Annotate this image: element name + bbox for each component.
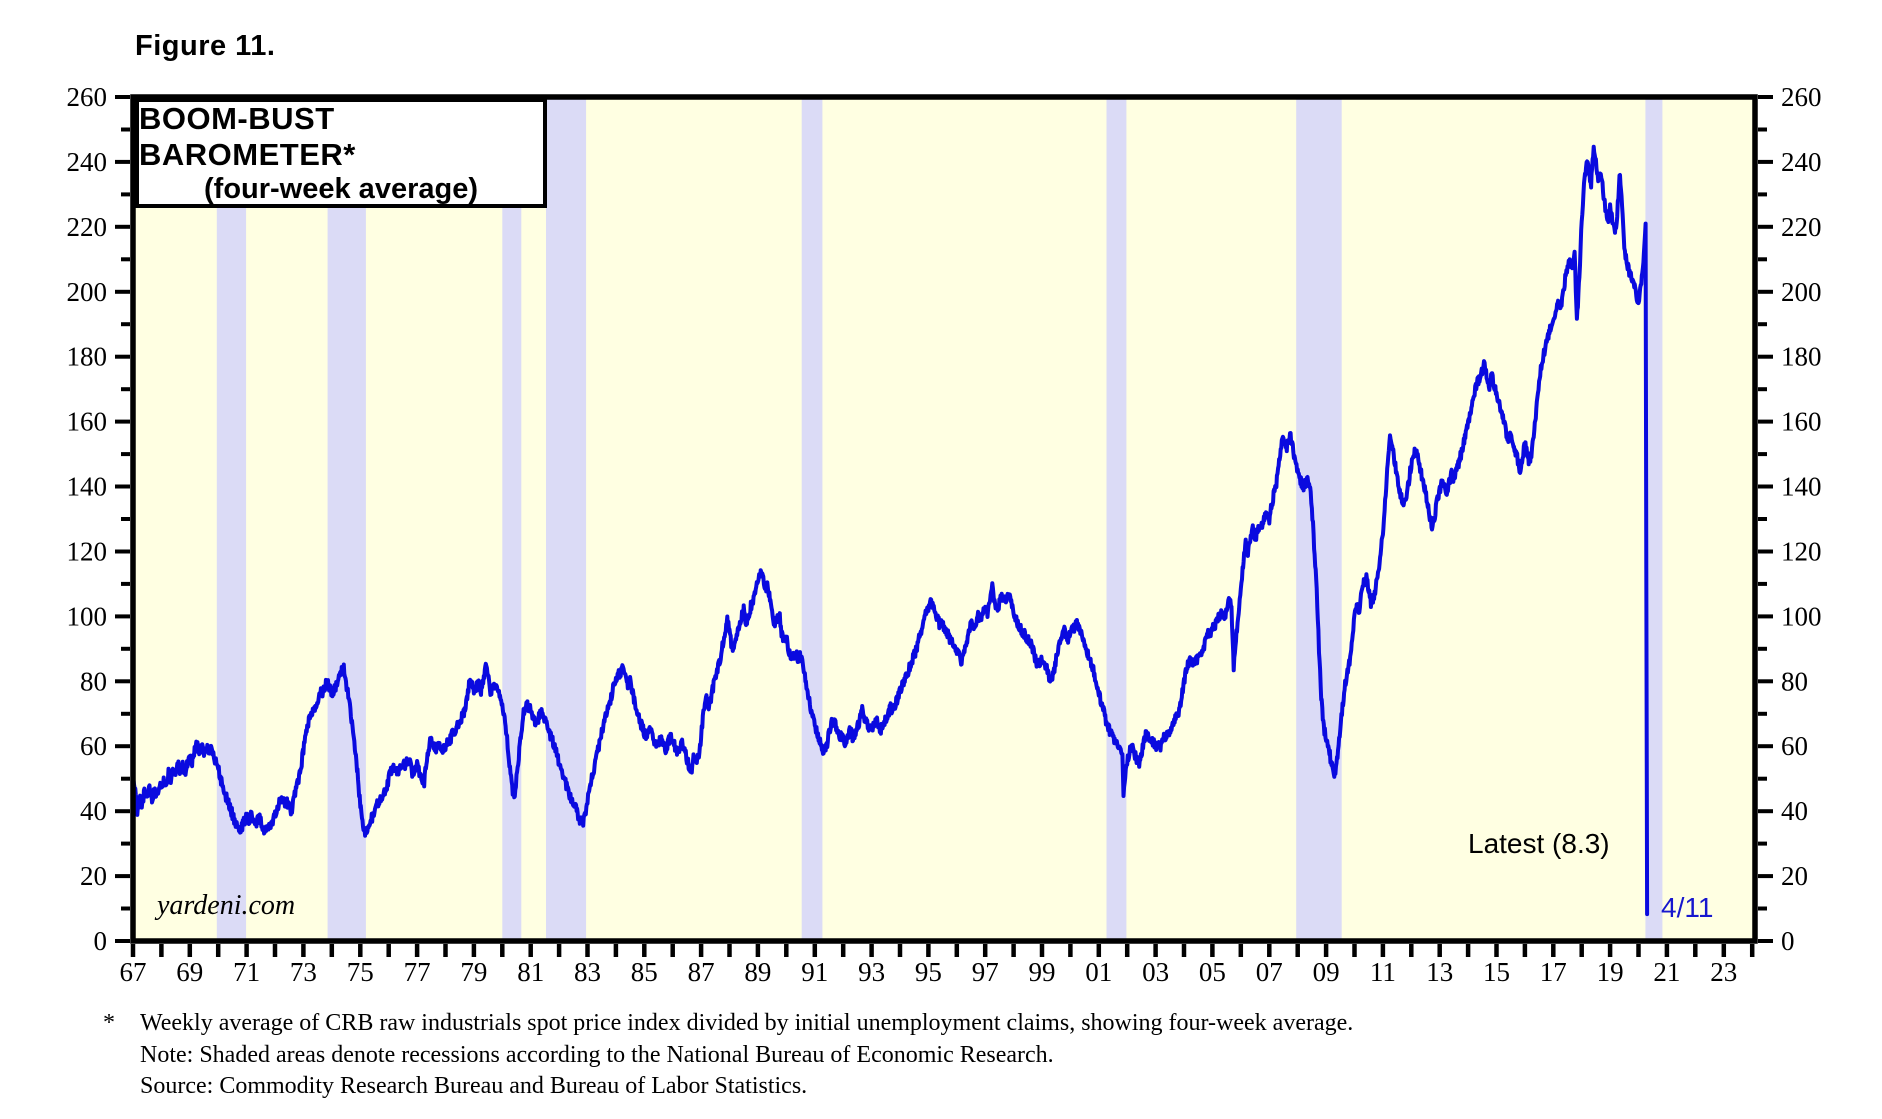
y-axis-tick-label-left: 260 bbox=[67, 82, 108, 112]
x-axis-tick-label: 09 bbox=[1313, 957, 1340, 987]
chart-title: BOOM-BUST BAROMETER* bbox=[139, 100, 356, 172]
x-axis-tick-label: 05 bbox=[1199, 957, 1226, 987]
x-axis-tick-label: 75 bbox=[347, 957, 374, 987]
footnote-line: Note: Shaded areas denote recessions acc… bbox=[103, 1040, 1353, 1072]
y-axis-tick-label-right: 0 bbox=[1781, 926, 1795, 956]
y-axis-tick-label-right: 220 bbox=[1781, 212, 1822, 242]
y-axis-tick-label-left: 100 bbox=[67, 601, 108, 631]
x-axis-tick-label: 03 bbox=[1142, 957, 1169, 987]
x-axis-tick-label: 77 bbox=[404, 957, 431, 987]
barometer-line-series bbox=[131, 144, 1650, 917]
x-axis-tick-label: 97 bbox=[972, 957, 999, 987]
x-axis-tick-label: 93 bbox=[858, 957, 885, 987]
latest-value-annotation: Latest (8.3) bbox=[1468, 828, 1610, 859]
y-axis-tick-label-right: 100 bbox=[1781, 601, 1822, 631]
x-axis-tick-label: 01 bbox=[1085, 957, 1112, 987]
footnote-text: Weekly average of CRB raw industrials sp… bbox=[140, 1010, 1354, 1036]
footnote-line: * Weekly average of CRB raw industrials … bbox=[103, 1008, 1353, 1040]
y-axis-tick-label-left: 40 bbox=[80, 796, 107, 826]
y-axis-tick-label-right: 160 bbox=[1781, 407, 1822, 437]
y-axis-tick-label-left: 80 bbox=[80, 666, 107, 696]
y-axis-tick-label-right: 240 bbox=[1781, 147, 1822, 177]
x-axis-tick-label: 89 bbox=[744, 957, 771, 987]
chart-title-box: BOOM-BUST BAROMETER* (four-week average) bbox=[135, 98, 547, 208]
x-axis-tick-label: 83 bbox=[574, 957, 601, 987]
recession-band bbox=[1106, 97, 1127, 941]
recession-band bbox=[801, 97, 823, 941]
y-axis-tick-label-left: 0 bbox=[94, 926, 108, 956]
x-axis-tick-label: 15 bbox=[1483, 957, 1510, 987]
recession-band bbox=[502, 97, 522, 941]
y-axis-tick-label-right: 140 bbox=[1781, 472, 1822, 502]
y-axis-tick-label-left: 60 bbox=[80, 731, 107, 761]
y-axis-tick-label-right: 20 bbox=[1781, 861, 1808, 891]
recession-band bbox=[216, 97, 247, 941]
y-axis-tick-label-right: 180 bbox=[1781, 342, 1822, 372]
y-axis-tick-label-right: 120 bbox=[1781, 537, 1822, 567]
y-axis-tick-label-left: 120 bbox=[67, 537, 108, 567]
footnote-section: * Weekly average of CRB raw industrials … bbox=[103, 1008, 1353, 1103]
footnote-asterisk: * bbox=[103, 1010, 115, 1036]
y-axis-tick-label-right: 260 bbox=[1781, 82, 1822, 112]
x-axis-tick-label: 87 bbox=[688, 957, 715, 987]
x-axis-tick-label: 67 bbox=[120, 957, 147, 987]
y-axis-tick-label-left: 200 bbox=[67, 277, 108, 307]
footnote-note: Note: Shaded areas denote recessions acc… bbox=[140, 1041, 1054, 1068]
x-axis-tick-label: 73 bbox=[290, 957, 317, 987]
x-axis-tick-label: 99 bbox=[1029, 957, 1056, 987]
y-axis-tick-label-left: 20 bbox=[80, 861, 107, 891]
figure-label: Figure 11. bbox=[135, 30, 276, 62]
x-axis-tick-label: 81 bbox=[517, 957, 544, 987]
x-axis-tick-label: 21 bbox=[1653, 957, 1680, 987]
x-axis-tick-label: 13 bbox=[1426, 957, 1453, 987]
x-axis-tick-label: 91 bbox=[801, 957, 828, 987]
recession-band bbox=[1645, 97, 1663, 941]
x-axis-tick-label: 95 bbox=[915, 957, 942, 987]
y-axis-tick-label-right: 60 bbox=[1781, 731, 1808, 761]
y-axis-tick-label-left: 140 bbox=[67, 472, 108, 502]
y-axis-tick-label-left: 220 bbox=[67, 212, 108, 242]
footnote-line: Source: Commodity Research Bureau and Bu… bbox=[103, 1071, 1353, 1103]
y-axis-tick-label-right: 80 bbox=[1781, 666, 1808, 696]
x-axis-tick-label: 23 bbox=[1710, 957, 1737, 987]
y-axis-tick-label-right: 40 bbox=[1781, 796, 1808, 826]
footnote-source: Source: Commodity Research Bureau and Bu… bbox=[140, 1073, 808, 1099]
watermark-yardeni: yardeni.com bbox=[157, 890, 296, 921]
x-axis-tick-label: 19 bbox=[1597, 957, 1624, 987]
recession-band bbox=[1296, 97, 1342, 941]
y-axis-tick-label-left: 240 bbox=[67, 147, 108, 177]
recession-band bbox=[546, 97, 587, 941]
x-axis-tick-label: 17 bbox=[1540, 957, 1567, 987]
plot-frame bbox=[130, 94, 1758, 944]
y-axis-tick-label-right: 200 bbox=[1781, 277, 1822, 307]
x-axis-tick-label: 71 bbox=[233, 957, 260, 987]
x-axis-tick-label: 79 bbox=[460, 957, 487, 987]
x-axis-tick-label: 69 bbox=[176, 957, 203, 987]
y-axis-tick-label-left: 160 bbox=[67, 407, 108, 437]
x-axis-tick-label: 85 bbox=[631, 957, 658, 987]
y-axis-tick-label-left: 180 bbox=[67, 342, 108, 372]
chart-subtitle: (four-week average) bbox=[204, 172, 478, 205]
x-axis-tick-label: 07 bbox=[1256, 957, 1283, 987]
x-axis-tick-label: 11 bbox=[1370, 957, 1396, 987]
latest-date-annotation: 4/11 bbox=[1661, 892, 1714, 923]
